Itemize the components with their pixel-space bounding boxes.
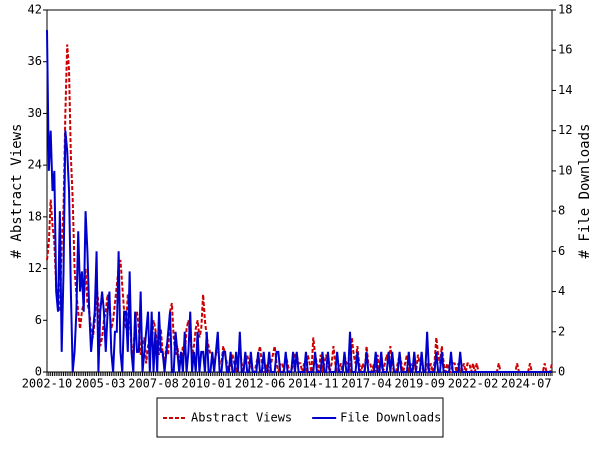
legend-label: Abstract Views [191,411,292,425]
y2-tick-label: 0 [558,365,565,379]
y2-tick-label: 12 [558,123,572,137]
series-line [46,30,552,373]
series-line [46,44,553,373]
y2-tick-label: 16 [558,43,572,57]
y2-tick-label: 10 [558,163,572,177]
y-tick-label: 42 [28,3,42,17]
y2-tick-label: 2 [558,324,565,338]
y-tick-label: 0 [35,365,42,379]
x-tick-label: 2007-08 [128,377,179,391]
y2-tick-label: 6 [558,244,565,258]
x-tick-label: 2002-10 [22,377,73,391]
x-tick-label: 2005-03 [75,377,126,391]
x-tick-label: 2019-09 [394,377,445,391]
y2-tick-label: 8 [558,204,565,218]
y2-tick-label: 18 [558,3,572,17]
y-tick-label: 30 [28,106,42,120]
x-tick-label: 2014-11 [288,377,339,391]
y2-tick-label: 4 [558,284,565,298]
x-tick-label: 2010-01 [181,377,232,391]
x-tick-label: 2022-02 [448,377,499,391]
x-tick-label: 2017-04 [341,377,392,391]
y2-tick-label: 14 [558,83,572,97]
y-tick-label: 24 [28,158,42,172]
x-tick-label: 2024-07 [501,377,552,391]
plot-frame [46,9,553,373]
y-tick-label: 36 [28,54,42,68]
x-tick-label: 2012-06 [235,377,286,391]
y-tick-label: 18 [28,209,42,223]
y-tick-label: 12 [28,261,42,275]
legend-box [156,397,444,438]
legend-label: File Downloads [340,411,441,425]
y-axis-title: # Abstract Views [9,124,25,259]
y2-axis-title: # File Downloads [577,124,593,259]
y-tick-label: 6 [35,313,42,327]
